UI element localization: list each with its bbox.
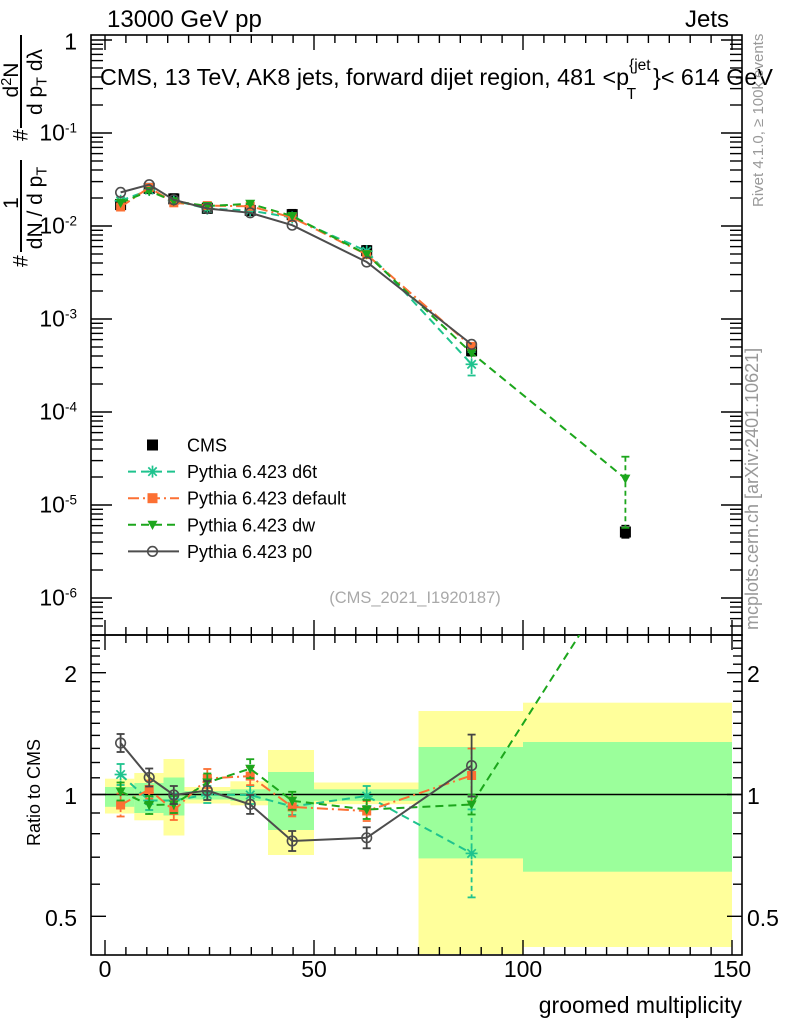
svg-text:10-3: 10-3 [39,306,77,332]
svg-text:150: 150 [713,956,751,982]
svg-text:1: 1 [0,197,23,209]
svg-text:10-1: 10-1 [39,120,77,146]
svg-text:Pythia 6.423 p0: Pythia 6.423 p0 [187,542,312,562]
svg-text:0.5: 0.5 [747,905,779,931]
svg-text:0: 0 [99,956,112,982]
svg-text:#: # [10,129,33,141]
svg-text:d2N: d2N [0,63,23,98]
svg-text:Pythia 6.423 default: Pythia 6.423 default [187,489,346,509]
svg-text:Jets: Jets [685,6,729,33]
svg-text:2: 2 [747,661,760,687]
svg-text:13000 GeV pp: 13000 GeV pp [107,6,262,33]
svg-text:10-4: 10-4 [39,399,77,425]
svg-text:1: 1 [747,783,760,809]
svg-text:groomed multiplicity: groomed multiplicity [539,992,743,1018]
svg-text:Rivet 4.1.0, ≥ 100k events: Rivet 4.1.0, ≥ 100k events [750,34,767,207]
svg-text:50: 50 [301,956,327,982]
svg-text:mcplots.cern.ch [arXiv:2401.10: mcplots.cern.ch [arXiv:2401.10621] [742,348,762,630]
svg-text:dN / d pT: dN / d pT [24,167,51,250]
svg-text:Ratio to CMS: Ratio to CMS [24,739,44,846]
svg-text:1: 1 [64,783,77,809]
svg-text:CMS: CMS [187,436,227,456]
svg-text:0.5: 0.5 [45,905,77,931]
svg-text:10-2: 10-2 [39,213,77,239]
svg-text:(CMS_2021_I1920187): (CMS_2021_I1920187) [329,589,501,607]
svg-text:10-5: 10-5 [39,492,77,518]
svg-text:Pythia 6.423 dw: Pythia 6.423 dw [187,515,316,535]
svg-text:2: 2 [64,661,77,687]
svg-text:10-6: 10-6 [39,585,77,611]
svg-text:100: 100 [504,956,542,982]
svg-text:1: 1 [64,29,77,55]
svg-text:Pythia 6.423 d6t: Pythia 6.423 d6t [187,462,317,482]
svg-text:#: # [10,255,33,267]
